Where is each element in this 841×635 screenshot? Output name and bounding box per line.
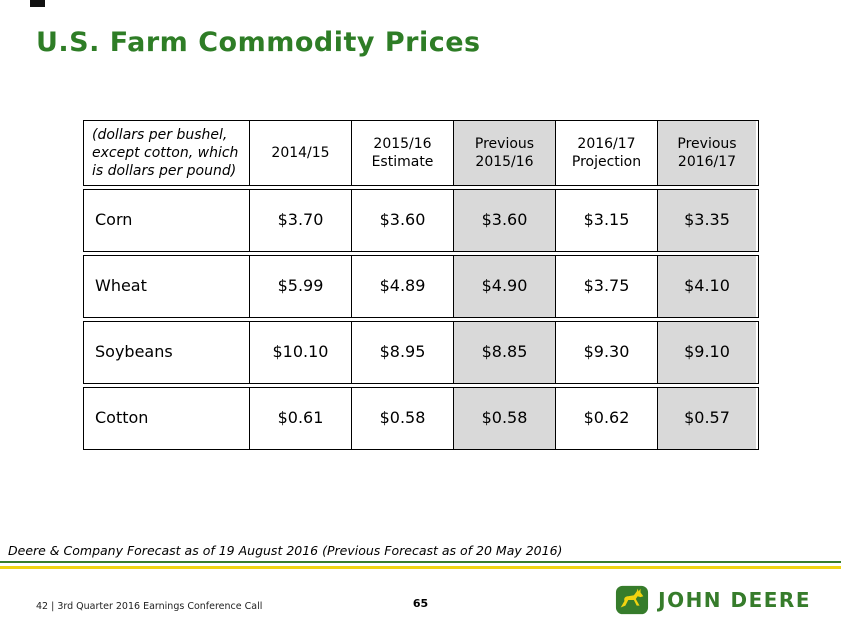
price-cell: $3.35 (658, 190, 756, 251)
page-number: 65 (412, 597, 429, 610)
table-row-wheat: Wheat $5.99 $4.89 $4.90 $3.75 $4.10 (83, 255, 759, 318)
price-cell: $0.57 (658, 388, 756, 449)
price-cell: $0.58 (454, 388, 556, 449)
commodity-price-table: (dollars per bushel, except cotton, whic… (83, 120, 759, 453)
commodity-name: Soybeans (84, 322, 250, 383)
table-header-row: (dollars per bushel, except cotton, whic… (83, 120, 759, 186)
column-header-previous-2016-17: Previous 2016/17 (658, 121, 756, 185)
divider-green-bar (0, 561, 841, 563)
price-cell: $0.58 (352, 388, 454, 449)
page-title: U.S. Farm Commodity Prices (36, 27, 481, 58)
price-cell: $8.85 (454, 322, 556, 383)
deere-deer-icon (616, 585, 649, 615)
brand-wordmark: JOHN DEERE (658, 588, 811, 612)
john-deere-logo: JOHN DEERE (615, 584, 811, 616)
price-cell: $4.89 (352, 256, 454, 317)
table-row-corn: Corn $3.70 $3.60 $3.60 $3.15 $3.35 (83, 189, 759, 252)
commodity-name: Corn (84, 190, 250, 251)
price-cell: $0.62 (556, 388, 658, 449)
price-cell: $3.60 (352, 190, 454, 251)
price-cell: $9.30 (556, 322, 658, 383)
price-cell: $3.70 (250, 190, 352, 251)
column-header-2015-16-estimate: 2015/16 Estimate (352, 121, 454, 185)
price-cell: $4.90 (454, 256, 556, 317)
price-cell: $5.99 (250, 256, 352, 317)
price-cell: $4.10 (658, 256, 756, 317)
commodity-name: Wheat (84, 256, 250, 317)
table-row-cotton: Cotton $0.61 $0.58 $0.58 $0.62 $0.57 (83, 387, 759, 450)
column-header-2014-15: 2014/15 (250, 121, 352, 185)
top-left-mark (30, 0, 45, 7)
forecast-footnote: Deere & Company Forecast as of 19 August… (8, 543, 563, 558)
table-row-soybeans: Soybeans $10.10 $8.95 $8.85 $9.30 $9.10 (83, 321, 759, 384)
price-cell: $8.95 (352, 322, 454, 383)
unit-note: (dollars per bushel, except cotton, whic… (84, 121, 250, 185)
price-cell: $10.10 (250, 322, 352, 383)
price-cell: $9.10 (658, 322, 756, 383)
divider-yellow-bar (0, 566, 841, 569)
column-header-previous-2015-16: Previous 2015/16 (454, 121, 556, 185)
price-cell: $3.15 (556, 190, 658, 251)
commodity-name: Cotton (84, 388, 250, 449)
price-cell: $0.61 (250, 388, 352, 449)
price-cell: $3.75 (556, 256, 658, 317)
price-cell: $3.60 (454, 190, 556, 251)
footer-slide-info: 42 | 3rd Quarter 2016 Earnings Conferenc… (36, 601, 263, 612)
column-header-2016-17-projection: 2016/17 Projection (556, 121, 658, 185)
